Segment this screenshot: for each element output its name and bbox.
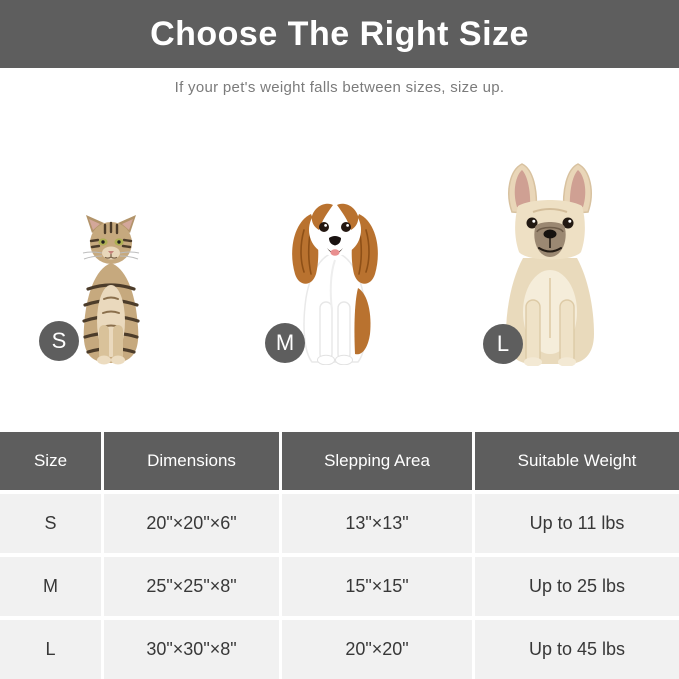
cell-s-suitable-weight: Up to 11 lbs bbox=[475, 494, 679, 553]
page-title: Choose The Right Size bbox=[150, 14, 529, 53]
cat-illustration bbox=[82, 215, 140, 365]
title-banner: Choose The Right Size bbox=[0, 0, 679, 68]
cell-l-suitable-weight: Up to 45 lbs bbox=[475, 620, 679, 679]
tabby-cat-image bbox=[70, 213, 152, 365]
cell-m-suitable-weight: Up to 25 lbs bbox=[475, 557, 679, 616]
size-badge-s: S bbox=[39, 321, 79, 361]
header-cell-size: Size bbox=[0, 432, 101, 490]
pet-size-examples: S M L bbox=[0, 120, 679, 432]
cell-s-size: S bbox=[0, 494, 101, 553]
size-badge-l: L bbox=[483, 324, 523, 364]
cell-m-dimensions: 25"×25"×8" bbox=[104, 557, 279, 616]
size-badge-m: M bbox=[265, 323, 305, 363]
cell-l-sleeping-area: 20"×20" bbox=[282, 620, 472, 679]
cell-l-dimensions: 30"×30"×8" bbox=[104, 620, 279, 679]
subtitle-note: If your pet's weight falls between sizes… bbox=[174, 79, 505, 96]
cell-s-sleeping-area: 13"×13" bbox=[282, 494, 472, 553]
header-cell-sleeping-area: Slepping Area bbox=[282, 432, 472, 490]
spaniel-illustration bbox=[292, 203, 378, 365]
cell-s-dimensions: 20"×20"×6" bbox=[104, 494, 279, 553]
cell-l-size: L bbox=[0, 620, 101, 679]
spaniel-dog-image bbox=[282, 190, 388, 365]
header-cell-suitable-weight: Suitable Weight bbox=[475, 432, 679, 490]
french-bulldog-image bbox=[493, 160, 607, 366]
header-cell-dimensions: Dimensions bbox=[104, 432, 279, 490]
cell-m-size: M bbox=[0, 557, 101, 616]
cell-m-sleeping-area: 15"×15" bbox=[282, 557, 472, 616]
size-table: Size Dimensions Slepping Area Suitable W… bbox=[0, 432, 679, 679]
bulldog-illustration bbox=[506, 163, 594, 366]
